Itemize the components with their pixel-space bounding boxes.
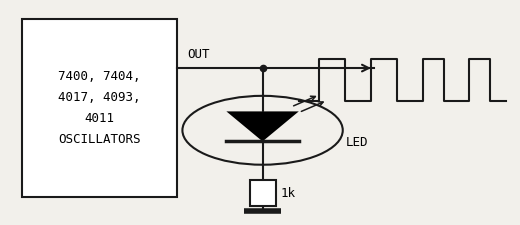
Polygon shape <box>226 111 299 141</box>
Bar <box>250 180 276 206</box>
Bar <box>22 19 177 197</box>
Text: 1k: 1k <box>281 187 296 200</box>
Text: OUT: OUT <box>188 48 210 61</box>
Text: 7400, 7404,
4017, 4093,
4011
OSCILLATORS: 7400, 7404, 4017, 4093, 4011 OSCILLATORS <box>58 70 141 146</box>
Text: LED: LED <box>345 136 368 149</box>
